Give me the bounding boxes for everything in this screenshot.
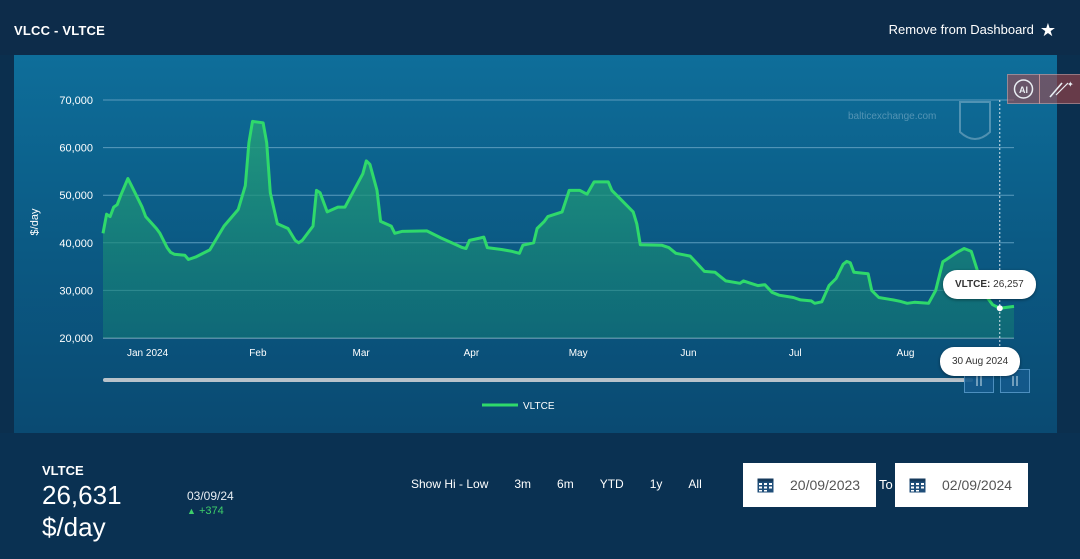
y-axis: 20,000 30,000 40,000 50,000 60,000 70,000 — [59, 95, 93, 345]
calendar-icon — [909, 478, 926, 492]
x-tick-label: Apr — [464, 348, 480, 359]
y-tick-label: 60,000 — [59, 143, 93, 155]
x-tick-label: Feb — [249, 348, 267, 359]
tooltip-value-text: 26,257 — [993, 279, 1024, 290]
ai-button[interactable]: AI — [1007, 74, 1040, 104]
tooltip-series-label: VLTCE: — [955, 279, 991, 290]
metric-date: 03/09/24 — [187, 489, 234, 503]
magic-wand-button[interactable]: ✦ — [1039, 74, 1080, 104]
star-icon: ★ — [1039, 19, 1056, 40]
range-6m[interactable]: 6m — [557, 477, 574, 491]
legend[interactable]: VLTCE — [482, 401, 555, 412]
remove-from-dashboard-button[interactable]: Remove from Dashboard ★ — [888, 19, 1056, 40]
x-tick-label: Aug — [897, 348, 915, 359]
y-tick-label: 40,000 — [59, 238, 93, 250]
metric-unit: $/day — [42, 512, 106, 542]
y-axis-label: $/day — [29, 208, 41, 235]
header-bar: VLCC - VLTCE Remove from Dashboard ★ — [0, 0, 1080, 55]
y-tick-label: 70,000 — [59, 95, 93, 107]
x-axis: Jan 2024 Feb Mar Apr May Jun Jul Aug — [127, 348, 914, 359]
zoom-handle-icon — [976, 376, 982, 386]
date-from-field[interactable]: 20/09/2023 — [743, 463, 876, 507]
date-to-field[interactable]: 02/09/2024 — [895, 463, 1028, 507]
tooltip-date-text: 30 Aug 2024 — [952, 356, 1009, 367]
svg-text:✦: ✦ — [1067, 80, 1074, 89]
series-area-vltce — [103, 121, 1014, 339]
range-selector: Show Hi - Low 3m 6m YTD 1y All — [411, 477, 728, 491]
x-tick-label: Mar — [352, 348, 370, 359]
y-tick-label: 20,000 — [59, 333, 93, 345]
series-line-vltce — [101, 119, 1015, 310]
metric-change-value: +374 — [198, 505, 224, 517]
range-ytd[interactable]: YTD — [599, 477, 624, 491]
remove-label: Remove from Dashboard — [888, 22, 1034, 37]
up-arrow-icon: ▲ — [187, 506, 196, 516]
y-tick-label: 50,000 — [59, 190, 93, 202]
watermark-text: balticexchange.com — [848, 111, 936, 122]
metric-value: 26,631 — [42, 480, 122, 510]
tooltip-date: 30 Aug 2024 — [940, 347, 1021, 376]
date-from-value: 20/09/2023 — [790, 477, 861, 493]
metric-change: ▲ +374 — [187, 505, 224, 517]
hover-point — [996, 305, 1003, 312]
y-tick-label: 30,000 — [59, 285, 93, 297]
zoom-handle-icon — [1012, 376, 1018, 386]
magic-wand-icon: ✦ — [1049, 80, 1074, 98]
chart-svg[interactable]: balticexchange.com 20,000 30,000 40,000 50,… — [0, 0, 1080, 433]
metric-name: VLTCE — [42, 463, 84, 478]
tooltip-value: VLTCE: 26,257 — [943, 270, 1036, 299]
legend-label-vltce: VLTCE — [523, 401, 555, 412]
navigator-scrollbar[interactable] — [103, 378, 973, 382]
date-to-value: 02/09/2024 — [942, 477, 1013, 493]
ai-icon: AI — [1013, 79, 1034, 99]
x-tick-label: Jul — [789, 348, 802, 359]
chart-title: VLCC - VLTCE — [14, 23, 105, 38]
x-tick-label: Jun — [680, 348, 696, 359]
range-3m[interactable]: 3m — [514, 477, 532, 491]
x-tick-label: May — [569, 348, 588, 359]
range-1y[interactable]: 1y — [649, 477, 663, 491]
range-all[interactable]: All — [688, 477, 702, 491]
calendar-icon — [757, 478, 774, 492]
range-show-hi-low[interactable]: Show Hi - Low — [411, 477, 489, 491]
date-range-to-label: To — [879, 477, 893, 492]
watermark: balticexchange.com — [848, 101, 991, 140]
svg-text:AI: AI — [1019, 85, 1028, 95]
x-tick-label: Jan 2024 — [127, 348, 169, 359]
